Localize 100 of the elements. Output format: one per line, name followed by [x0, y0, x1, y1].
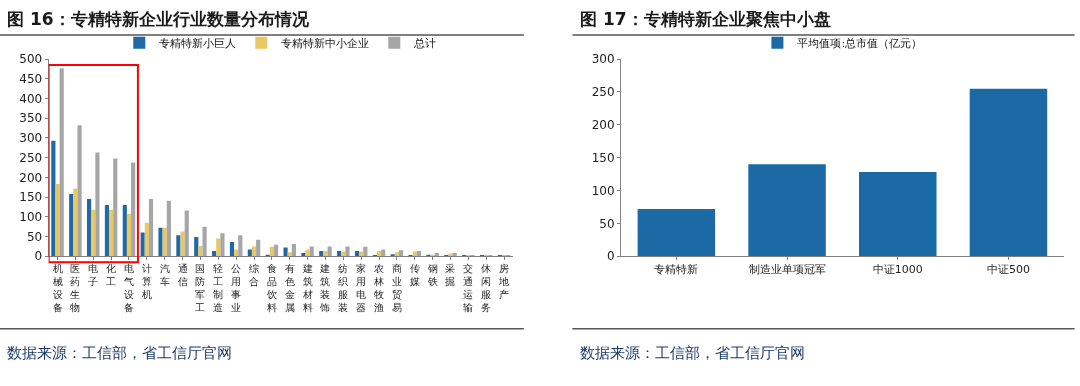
legend-label: 总计	[413, 37, 437, 51]
bar	[390, 254, 395, 257]
y-tick-label: 200	[591, 118, 615, 132]
bar	[251, 246, 257, 257]
x-tick-label: 纺织服装	[338, 263, 349, 314]
x-tick-label: 医药生物	[70, 263, 81, 314]
bar	[291, 244, 296, 257]
bar	[216, 238, 221, 257]
bar	[212, 251, 217, 257]
bar	[109, 209, 114, 257]
bar	[283, 247, 288, 257]
source-note: 数据来源：工信部，省工信厅官网	[7, 344, 232, 362]
x-tick-label: 电气设备	[123, 263, 134, 314]
x-tick-label: 综合	[249, 263, 260, 288]
x-tick-label: 传媒	[409, 263, 420, 288]
y-tick-label: 0	[34, 249, 43, 264]
bar	[452, 253, 457, 257]
bar	[376, 251, 382, 257]
bar	[337, 251, 342, 257]
bar	[416, 251, 422, 257]
bar	[319, 251, 324, 257]
x-tick-label: 建筑材料	[301, 263, 313, 314]
bar	[184, 210, 189, 257]
bar	[448, 253, 453, 257]
bar	[77, 125, 82, 257]
chart-title: 图 16：专精特新企业行业数量分布情况	[7, 9, 310, 29]
bar	[287, 252, 292, 257]
x-tick-label: 钢铁	[426, 263, 438, 288]
bar	[198, 245, 203, 257]
legend-label: 专精特新小巨人	[159, 37, 237, 51]
bar	[194, 236, 199, 257]
bar	[345, 246, 350, 257]
x-tick-label: 商业贸易	[391, 263, 402, 314]
bar	[140, 232, 145, 257]
bar	[969, 88, 1048, 257]
bar	[126, 213, 132, 257]
y-tick-label: 50	[26, 229, 43, 244]
x-tick-label: 化工	[106, 263, 117, 288]
bar	[131, 162, 136, 257]
bar	[59, 68, 64, 257]
x-tick-label: 汽车	[159, 263, 170, 288]
y-tick-label: 100	[591, 183, 615, 198]
bar	[301, 253, 306, 257]
x-tick-label: 国防军工	[195, 263, 206, 314]
bar	[69, 193, 74, 257]
bar	[55, 184, 60, 257]
bar	[113, 158, 118, 257]
y-tick-label: 150	[591, 150, 615, 165]
x-tick-label: 电子	[88, 263, 99, 288]
bar	[158, 227, 163, 257]
y-tick-label: 450	[19, 72, 43, 86]
y-tick-label: 0	[606, 249, 615, 264]
bar	[73, 188, 78, 257]
bar	[859, 172, 937, 257]
legend-label: 专精特新中小企业	[281, 37, 370, 51]
y-tick-label: 300	[19, 131, 43, 146]
bar	[104, 204, 110, 257]
x-tick-label: 机械设备	[52, 263, 63, 314]
x-tick-label: 轻工制造	[213, 263, 224, 314]
bar	[144, 222, 149, 257]
x-tick-label: 家用电器	[356, 263, 367, 314]
bar	[327, 246, 332, 257]
bar	[148, 199, 154, 257]
y-tick-label: 100	[19, 210, 43, 225]
x-tick-label: 交通运输	[463, 263, 474, 314]
bar	[180, 231, 185, 257]
x-tick-label: 中证500	[986, 263, 1030, 277]
chart-title: 图 17：专精特新企业聚焦中小盘	[580, 9, 831, 29]
x-tick-label: 房地产	[498, 263, 510, 301]
bar	[363, 246, 368, 257]
x-tick-label: 有色金属	[284, 263, 295, 314]
y-tick-label: 250	[591, 85, 615, 100]
bar	[166, 200, 171, 257]
bar	[637, 208, 716, 257]
x-tick-label: 专精特新	[654, 263, 699, 277]
x-tick-label: 制造业单项冠军	[748, 263, 826, 277]
bar	[51, 140, 56, 257]
bar	[434, 253, 439, 257]
legend-label: 平均值项:总市值（亿元）	[797, 37, 923, 51]
bar	[238, 235, 243, 257]
y-tick-label: 500	[19, 52, 43, 67]
x-tick-label: 计算机	[141, 263, 152, 301]
x-tick-label: 建筑装饰	[319, 263, 331, 314]
bar	[354, 251, 360, 257]
bar	[309, 246, 314, 257]
bar	[323, 251, 328, 257]
bar	[202, 226, 207, 257]
y-tick-label: 150	[19, 190, 43, 205]
bar	[394, 252, 399, 257]
bar	[162, 227, 167, 257]
y-tick-label: 200	[19, 170, 43, 185]
bar	[269, 246, 274, 257]
bar	[91, 209, 96, 257]
bar	[87, 199, 92, 257]
bar	[748, 164, 826, 257]
y-tick-label: 350	[19, 111, 43, 126]
y-tick-label: 300	[591, 52, 615, 67]
bar	[273, 244, 279, 257]
x-tick-label: 公用事业	[231, 263, 242, 314]
bar	[122, 204, 127, 257]
